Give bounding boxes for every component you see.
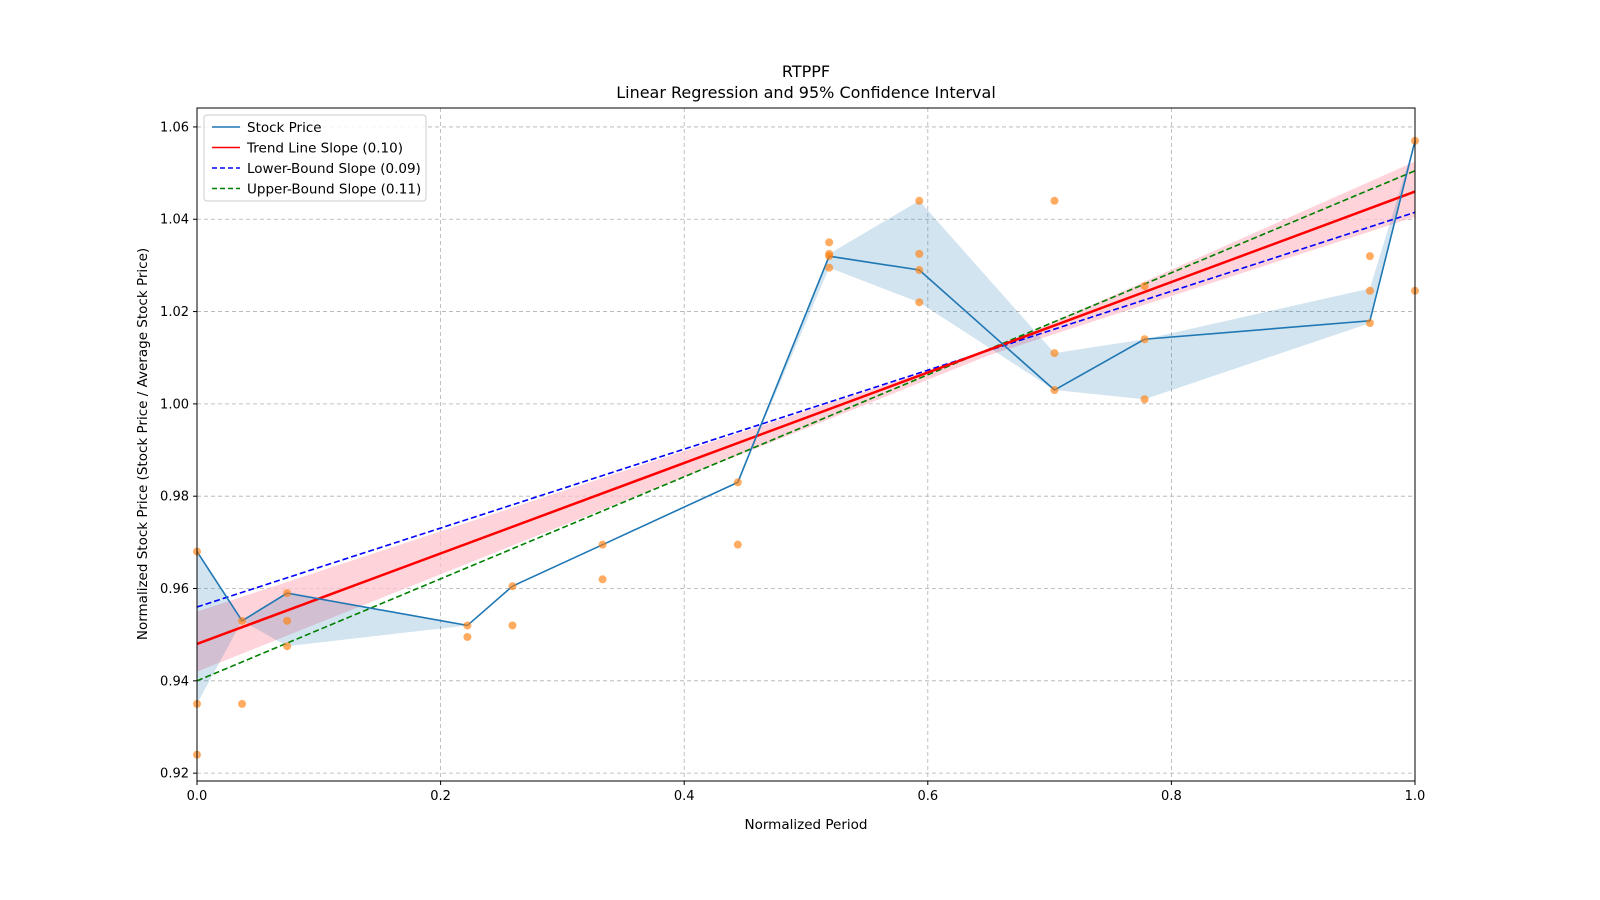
scatter-point-24 — [1050, 196, 1059, 205]
legend-label-trend-line: Trend Line Slope (0.10) — [246, 141, 403, 157]
scatter-point-31 — [1365, 286, 1374, 295]
scatter-point-23 — [915, 298, 924, 307]
legend-label-upper-bound: Upper-Bound Slope (0.11) — [247, 182, 421, 198]
scatter-point-18 — [825, 252, 834, 261]
y-tick-label-6: 1.04 — [160, 213, 189, 228]
y-tick-label-1: 0.94 — [160, 674, 189, 689]
scatter-point-21 — [915, 249, 924, 258]
scatter-point-6 — [283, 616, 292, 625]
x-tick-label-3: 0.6 — [917, 789, 938, 804]
scatter-point-11 — [508, 621, 517, 630]
scatter-point-20 — [915, 196, 924, 205]
scatter-point-14 — [733, 478, 742, 487]
y-tick-label-2: 0.96 — [160, 582, 189, 597]
scatter-point-19 — [825, 263, 834, 272]
scatter-point-16 — [825, 238, 834, 247]
scatter-point-10 — [508, 582, 517, 591]
legend-box — [203, 114, 427, 202]
x-tick-label-1: 0.2 — [430, 789, 451, 804]
plot-frame — [196, 107, 1416, 782]
grid — [196, 108, 1416, 781]
scatter-point-22 — [915, 266, 924, 275]
upper-bound-line — [196, 170, 1416, 682]
scatter-points — [193, 136, 1419, 759]
scatter-point-29 — [1140, 395, 1149, 404]
x-tick-label-2: 0.4 — [674, 789, 695, 804]
scatter-point-26 — [1050, 386, 1059, 395]
legend-label-stock-price: Stock Price — [247, 120, 322, 136]
scatter-point-27 — [1140, 282, 1149, 291]
scatter-point-7 — [283, 642, 292, 651]
scatter-point-28 — [1140, 335, 1149, 344]
y-axis-ticks: 0.92 0.94 0.96 0.98 1.00 1.02 1.04 1.06 — [160, 120, 197, 782]
lower-bound-line — [196, 211, 1416, 608]
y-tick-label-3: 0.98 — [160, 490, 189, 505]
chart-subtitle: Linear Regression and 95% Confidence Int… — [616, 83, 996, 102]
y-tick-label-7: 1.06 — [160, 120, 189, 135]
scatter-point-8 — [463, 621, 472, 630]
y-axis-label: Normalized Stock Price (Stock Price / Av… — [135, 248, 151, 640]
x-tick-label-4: 0.8 — [1161, 789, 1182, 804]
scatter-point-9 — [463, 632, 472, 641]
scatter-point-30 — [1365, 252, 1374, 261]
scatter-point-3 — [238, 616, 247, 625]
x-tick-label-5: 1.0 — [1405, 789, 1426, 804]
legend-label-lower-bound: Lower-Bound Slope (0.09) — [247, 161, 421, 177]
x-tick-label-0: 0.0 — [187, 789, 208, 804]
regression-lines — [196, 170, 1416, 682]
scatter-point-5 — [283, 589, 292, 598]
y-tick-label-0: 0.92 — [160, 767, 189, 782]
scatter-point-15 — [733, 540, 742, 549]
scatter-point-25 — [1050, 349, 1059, 358]
scatter-point-4 — [238, 699, 247, 708]
scatter-point-12 — [598, 540, 607, 549]
scatter-point-32 — [1365, 319, 1374, 328]
y-tick-label-4: 1.00 — [160, 397, 189, 412]
trend-line — [196, 190, 1416, 646]
chart-title: RTPPF — [782, 62, 830, 81]
x-axis-ticks: 0.0 0.2 0.4 0.6 0.8 1.0 — [187, 781, 1426, 804]
scatter-point-13 — [598, 575, 607, 584]
y-tick-label-5: 1.02 — [160, 305, 189, 320]
x-axis-label: Normalized Period — [745, 817, 868, 833]
legend: Stock Price Trend Line Slope (0.10) Lowe… — [203, 114, 427, 202]
